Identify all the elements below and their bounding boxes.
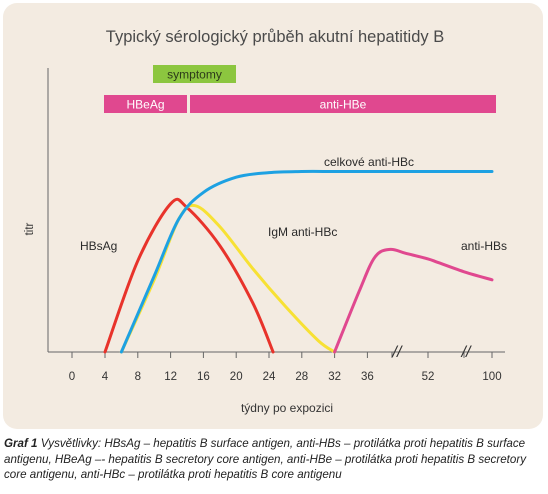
- y-axis-label: titr: [24, 222, 36, 235]
- phase-label-0: symptomy: [167, 68, 222, 82]
- x-tick-label: 4: [102, 371, 109, 383]
- x-tick-label: 20: [230, 371, 243, 383]
- x-tick-label: 36: [361, 371, 374, 383]
- x-tick-label: 0: [69, 371, 75, 383]
- chart-panel: [3, 3, 543, 429]
- series-label-1: celkové anti-HBc: [324, 155, 414, 169]
- series-label-0: HBsAg: [80, 239, 117, 253]
- axes: 0 4 8 12 16 20 24 28 32 36 52 100 // //: [47, 68, 505, 383]
- caption-text: Vysvětlivky: HBsAg – hepatitis B surface…: [4, 437, 526, 482]
- x-tick-label: 12: [164, 371, 177, 383]
- x-axis-label: týdny po expozici: [241, 401, 333, 415]
- x-tick-label: 52: [422, 371, 435, 383]
- phase-label-1: HBeAg: [126, 98, 164, 112]
- axis-break: //: [461, 344, 472, 361]
- x-tick-label: 8: [135, 371, 141, 383]
- phase-bar-2: [190, 95, 496, 113]
- x-tick-label: 28: [295, 371, 308, 383]
- caption-lead: Graf 1: [4, 437, 38, 450]
- series-labels: HBsAg celkové anti-HBc IgM anti-HBc anti-HB…: [80, 155, 507, 253]
- series-line-1: [119, 169, 494, 354]
- phase-bars: symptomy HBeAg anti-HBe: [104, 65, 496, 113]
- figure-caption: Graf 1 Vysvětlivky: HBsAg – hepatitis B …: [4, 436, 544, 483]
- x-tick-label: 32: [328, 371, 341, 383]
- series-label-3: anti-HBs: [461, 239, 507, 253]
- phase-bar-0: [153, 65, 236, 83]
- x-tick-label: 100: [482, 371, 501, 383]
- phase-label-2: anti-HBe: [320, 98, 367, 112]
- phase-bar-1: [104, 95, 187, 113]
- x-tick-label: 24: [263, 371, 276, 383]
- axis-break: //: [392, 344, 403, 361]
- x-tick-label: 16: [197, 371, 210, 383]
- series-lines: [103, 169, 494, 354]
- series-line-3: [333, 247, 494, 354]
- series-label-2: IgM anti-HBc: [268, 225, 337, 239]
- chart: Typický sérologický průběh akutní hepati…: [24, 28, 507, 415]
- chart-title: Typický sérologický průběh akutní hepati…: [106, 28, 444, 46]
